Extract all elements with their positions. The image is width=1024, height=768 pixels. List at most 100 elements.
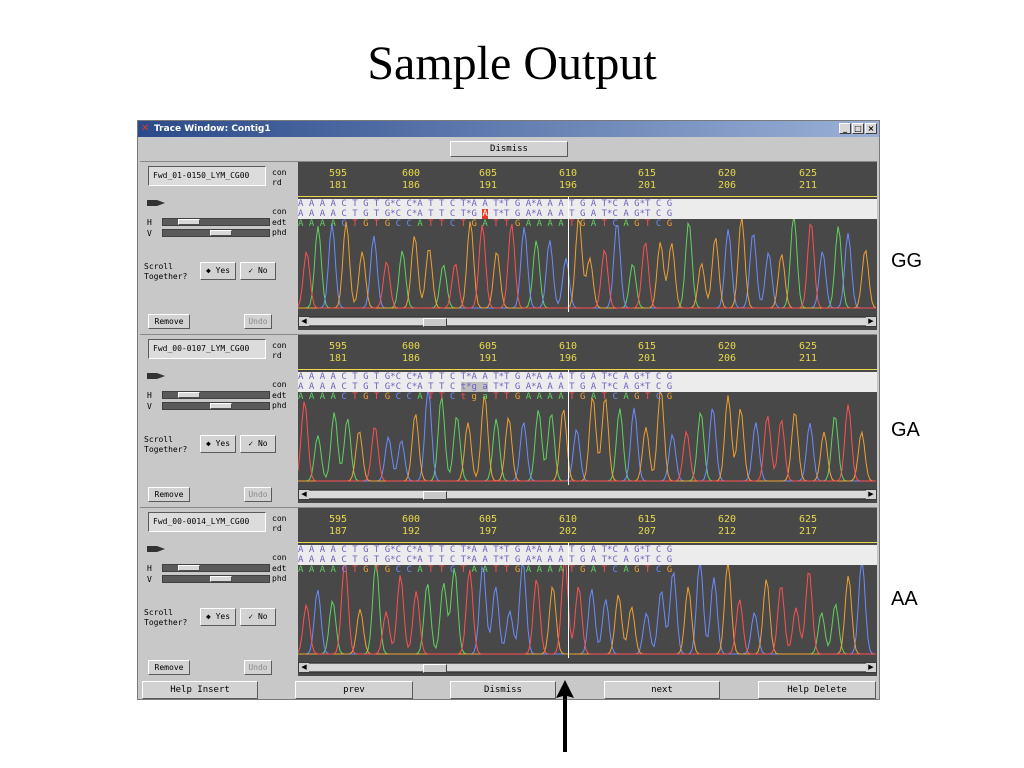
scroll-thumb[interactable] (423, 664, 447, 673)
base-char: A (623, 372, 629, 382)
v-slider-thumb[interactable] (210, 576, 232, 582)
minimize-button[interactable]: _ (839, 123, 851, 134)
base-char (455, 382, 460, 392)
phd-sequence-row[interactable]: A A A A C T G T G C C A T T C T A A T T … (298, 565, 877, 575)
scroll-no-button[interactable]: ✓ No (240, 262, 276, 280)
cursor-line[interactable] (568, 543, 569, 658)
prev-button[interactable]: prev (295, 681, 413, 699)
window-titlebar[interactable]: ✕ Trace Window: Contig1 _ □ × (138, 121, 879, 137)
edt-sequence-row[interactable]: A A A A C T G T G*C C*A T T C T*G A T*T … (298, 209, 877, 219)
base-char: T (504, 372, 510, 382)
base-char: A (525, 219, 532, 229)
base-char: T (352, 209, 358, 219)
v-slider[interactable] (162, 575, 270, 583)
scroll-trough[interactable] (309, 491, 866, 500)
scroll-left-icon[interactable]: ◀ (299, 317, 309, 326)
help-insert-button[interactable]: Help Insert (142, 681, 258, 699)
bottom-dismiss-button[interactable]: Dismiss (450, 681, 556, 699)
next-button[interactable]: next (604, 681, 720, 699)
horizontal-scrollbar[interactable]: ◀ ▶ (298, 662, 877, 673)
scroll-right-icon[interactable]: ▶ (866, 317, 876, 326)
scroll-no-button[interactable]: ✓ No (240, 608, 276, 626)
cursor-line[interactable] (568, 197, 569, 312)
base-char: * (531, 382, 537, 392)
undo-button[interactable]: Undo (244, 314, 272, 329)
read-name-field[interactable]: Fwd_01-0150_LYM_CG00 (148, 166, 266, 186)
con-sequence-row[interactable]: A A A A C T G T G*C C*A T T C T*A A T*T … (298, 199, 877, 209)
scroll-no-button[interactable]: ✓ No (240, 435, 276, 453)
base-char: A (330, 545, 336, 555)
base-char: C (612, 555, 618, 565)
base-char: A (417, 555, 423, 565)
con-sequence-row[interactable]: A A A A C T G T G*C C*A T T C T*A A T*T … (298, 545, 877, 555)
scroll-trough[interactable] (309, 664, 866, 673)
scroll-right-icon[interactable]: ▶ (866, 663, 876, 672)
scroll-left-icon[interactable]: ◀ (299, 663, 309, 672)
horizontal-scrollbar[interactable]: ◀ ▶ (298, 316, 877, 327)
remove-button[interactable]: Remove (148, 487, 190, 502)
con-sequence-row[interactable]: A A A A C T G T G*C C*A T T C T*A A T*T … (298, 372, 877, 382)
scroll-thumb[interactable] (423, 491, 447, 500)
v-slider-thumb[interactable] (210, 403, 232, 409)
base-char: C (406, 392, 412, 402)
scroll-yes-button[interactable]: ◆ Yes (200, 608, 236, 626)
scroll-trough[interactable] (309, 318, 866, 327)
undo-button[interactable]: Undo (244, 660, 272, 675)
trace-G-channel (298, 561, 876, 655)
base-char: * (390, 372, 396, 382)
base-char: C (612, 545, 618, 555)
horizontal-scrollbar[interactable]: ◀ ▶ (298, 489, 877, 500)
base-char: A (590, 199, 597, 209)
edt-sequence-row[interactable]: A A A A C T G T G*C C*A T T C t*g a T*T … (298, 382, 877, 392)
base-char: T (373, 382, 380, 392)
base-char: A (308, 219, 315, 229)
h-slider-thumb[interactable] (178, 565, 200, 571)
close-button[interactable]: × (865, 123, 877, 134)
h-slider-thumb[interactable] (178, 219, 200, 225)
scroll-yes-button[interactable]: ◆ Yes (200, 262, 236, 280)
base-char: A (417, 545, 423, 555)
base-char: * (607, 382, 613, 392)
top-dismiss-button[interactable]: Dismiss (450, 141, 568, 157)
base-char: A (308, 199, 315, 209)
phd-sequence-row[interactable]: A A A A C T G T G C C A T T C T G A T T … (298, 219, 877, 229)
base-char: G (634, 565, 640, 575)
pointer-icon[interactable] (147, 545, 165, 553)
pointer-icon[interactable] (147, 199, 165, 207)
trace-view[interactable]: 595 181 600 186 605 191 610 196 615 201 620 206 625 2… (298, 335, 877, 503)
h-slider[interactable] (162, 391, 270, 399)
phd-tag: phd (272, 228, 287, 237)
phd-sequence-row[interactable]: A A A A C T G T G C C A T T C t g a T T … (298, 392, 877, 402)
h-slider-thumb[interactable] (178, 392, 200, 398)
base-char: A (536, 382, 542, 392)
scroll-left-icon[interactable]: ◀ (299, 490, 309, 499)
base-char: A (298, 209, 304, 219)
read-name-field[interactable]: Fwd_00-0014_LYM_CG00 (148, 512, 266, 532)
cursor-line[interactable] (568, 370, 569, 485)
undo-button[interactable]: Undo (244, 487, 272, 502)
read-name-field[interactable]: Fwd_00-0107_LYM_CG00 (148, 339, 266, 359)
base-char: T (601, 209, 608, 219)
v-slider[interactable] (162, 402, 270, 410)
base-char: G (579, 199, 586, 209)
remove-button[interactable]: Remove (148, 660, 190, 675)
h-slider[interactable] (162, 218, 270, 226)
v-slider-thumb[interactable] (210, 230, 232, 236)
scroll-thumb[interactable] (423, 318, 447, 327)
trace-T-channel (298, 560, 876, 655)
edt-sequence-row[interactable]: A A A A C T G T G*C C*A T T C T*A A T*T … (298, 555, 877, 565)
base-char: G (666, 372, 673, 382)
trace-view[interactable]: 595 187 600 192 605 197 610 202 615 207 620 212 625 2… (298, 508, 877, 676)
ruler-con-position: 615 (637, 168, 657, 179)
trace-view[interactable]: 595 181 600 186 605 191 610 196 615 201 620 206 625 2… (298, 162, 877, 330)
base-char: A (319, 372, 326, 382)
base-char: A (558, 565, 564, 575)
help-delete-button[interactable]: Help Delete (758, 681, 876, 699)
remove-button[interactable]: Remove (148, 314, 190, 329)
maximize-button[interactable]: □ (852, 123, 864, 134)
scroll-yes-button[interactable]: ◆ Yes (200, 435, 236, 453)
h-slider[interactable] (162, 564, 270, 572)
v-slider[interactable] (162, 229, 270, 237)
scroll-right-icon[interactable]: ▶ (866, 490, 876, 499)
pointer-icon[interactable] (147, 372, 165, 380)
